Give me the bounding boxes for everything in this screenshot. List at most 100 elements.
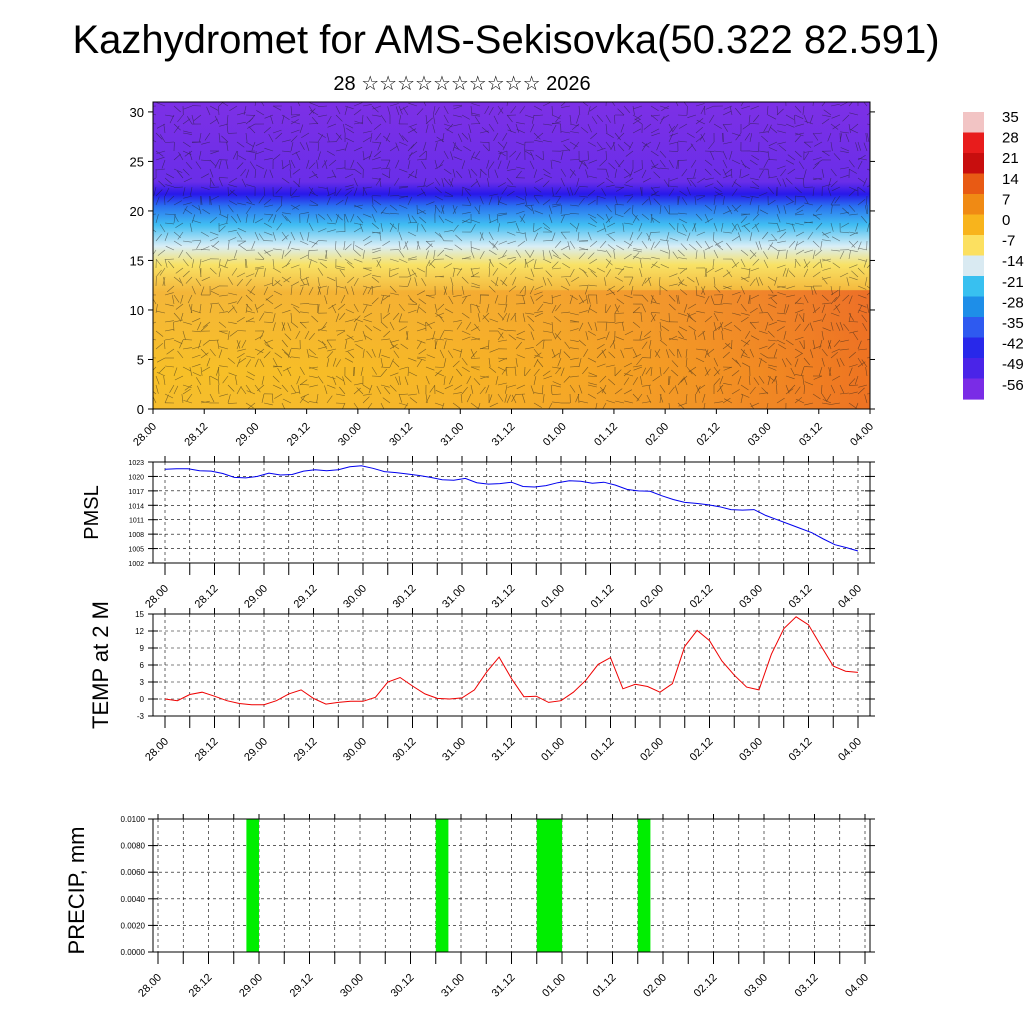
wind-barb <box>218 177 223 187</box>
wind-barb <box>815 249 823 257</box>
wind-barb <box>380 357 383 367</box>
wind-barb <box>615 400 625 404</box>
wind-barb <box>398 141 408 146</box>
wind-barb <box>713 285 721 293</box>
wind-barb <box>697 177 706 184</box>
wind-barb <box>515 222 520 232</box>
wind-barb <box>407 160 411 170</box>
wind-barb <box>527 315 535 323</box>
wind-barb <box>362 130 372 134</box>
wind-barb <box>629 276 634 286</box>
wind-barb <box>353 277 359 287</box>
wind-barb <box>738 232 742 242</box>
wind-barb <box>335 214 339 224</box>
wind-barb <box>379 178 382 188</box>
x-tick-label: 03.00 <box>737 736 765 764</box>
wind-barb <box>596 343 605 350</box>
wind-barb <box>694 196 697 206</box>
wind-barb <box>731 291 741 296</box>
wind-barb <box>651 301 661 305</box>
wind-barb <box>749 278 756 287</box>
wind-barb <box>533 402 542 408</box>
wind-barb <box>464 189 472 197</box>
wind-barb <box>407 267 411 277</box>
wind-barb <box>605 321 616 324</box>
wind-barb <box>434 303 438 313</box>
wind-barb <box>729 150 733 160</box>
wind-barb <box>500 279 508 287</box>
heatmap-warm-shading <box>153 290 870 409</box>
wind-barb <box>659 205 662 215</box>
wind-barb <box>506 160 511 170</box>
wind-barb <box>389 343 398 350</box>
wind-barb <box>659 167 670 170</box>
wind-barb <box>785 339 794 346</box>
wind-barb <box>848 189 856 197</box>
wind-barb <box>486 159 490 169</box>
x-tick-label: 30.00 <box>336 421 364 449</box>
wind-barb <box>290 347 301 350</box>
wind-barb <box>290 281 300 287</box>
wind-barb <box>295 330 301 340</box>
wind-barb <box>164 292 174 296</box>
wind-barb <box>423 141 427 151</box>
wind-barb <box>794 323 801 332</box>
wind-barb <box>283 351 292 359</box>
wind-barb <box>596 181 605 188</box>
wind-barb <box>191 204 200 211</box>
wind-barb <box>237 202 247 206</box>
wind-barb <box>236 278 244 287</box>
wind-barb <box>622 223 625 233</box>
wind-barb <box>388 186 391 196</box>
wind-barb <box>530 123 535 133</box>
wind-barb <box>269 169 274 179</box>
wind-barb <box>155 189 163 197</box>
wind-barb <box>708 141 715 150</box>
wind-barb <box>832 123 841 130</box>
wind-barb <box>393 350 400 359</box>
wind-barb <box>678 257 688 260</box>
precip-bar <box>435 819 449 952</box>
wind-barb <box>209 178 212 188</box>
wind-barb <box>623 173 633 179</box>
wind-barb <box>507 129 517 134</box>
wind-barb <box>468 169 472 179</box>
wind-barb <box>435 390 445 395</box>
wind-barb <box>830 285 833 295</box>
wind-barb <box>830 141 833 151</box>
wind-barb <box>776 177 782 187</box>
wind-barb <box>848 240 856 248</box>
wind-barb <box>813 132 823 135</box>
wind-barb <box>316 393 319 403</box>
wind-barb <box>179 277 184 287</box>
wind-barb <box>651 186 661 189</box>
wind-barb <box>560 231 567 240</box>
wind-barb <box>562 253 571 260</box>
wind-barb <box>164 187 170 197</box>
wind-barb <box>687 312 697 317</box>
wind-barb <box>218 384 220 395</box>
wind-barb <box>547 277 553 287</box>
wind-barb <box>335 132 343 140</box>
wind-barb <box>671 360 679 368</box>
wind-barb <box>388 168 391 179</box>
wind-barb <box>470 285 480 289</box>
wind-barb <box>306 213 310 223</box>
wind-barb <box>758 276 764 286</box>
wind-barb <box>407 277 412 287</box>
wind-barb <box>848 186 858 191</box>
wind-barb <box>335 329 346 332</box>
wind-barb <box>245 402 254 409</box>
wind-barb <box>609 339 616 348</box>
wind-barb <box>343 213 346 224</box>
wind-barb <box>344 106 348 116</box>
wind-barb <box>497 212 508 215</box>
wind-barb <box>159 224 166 233</box>
wind-barb <box>408 393 418 396</box>
wind-barb <box>839 174 849 179</box>
wind-barb <box>677 279 685 287</box>
wind-barb <box>362 396 370 404</box>
wind-barb <box>275 132 283 140</box>
wind-barb <box>804 120 814 125</box>
